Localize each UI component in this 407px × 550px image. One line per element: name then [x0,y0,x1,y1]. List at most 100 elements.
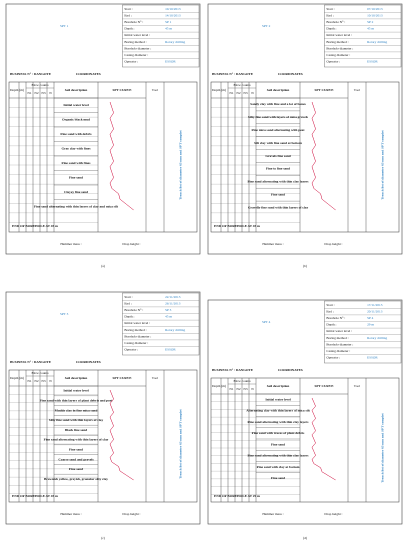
text: Fine sand [69,447,83,451]
text: Boring method : [326,40,348,44]
spt-curve [109,101,134,211]
text: N [49,91,52,95]
text: N1 [27,379,31,383]
text: END OF BOREHOLE AT 45 m [12,494,58,498]
text: Borehole diameter : [326,46,353,50]
text: SPT 1 [60,24,69,28]
text: Borehole N° : [124,308,143,312]
text: Fine mica sand alternating with peat [251,128,305,132]
text: Fine sand alternating with thin clay lay… [247,454,309,458]
text: Casing diameter : [326,349,350,353]
text: Hammer mass : [60,512,81,516]
text: Depth (m) [10,88,24,92]
text: N [251,91,254,95]
text: COORDINATES [278,368,303,372]
text: Fine sand [69,176,83,180]
text: SPT 4 [262,320,271,324]
text: 22/11/2013 [165,295,181,299]
text: Depth : [326,323,336,327]
text: Trench list of diameter 63 mm and SPT co… [178,130,182,200]
text: Start : [124,7,132,11]
text: Depth (m) [212,88,226,92]
text: SPT 2 [262,24,271,28]
text: N [49,379,52,383]
text: 26/11/2013 [165,301,181,305]
text: End : [326,13,333,17]
text: Borehole N° : [326,20,345,24]
spt-log: SPT 3 Start : 22/11/2013 End : 26/11/2013 Bor… [5,291,201,525]
text: Initial water level : [326,33,352,37]
text: Depth (m) [212,384,226,388]
text: N3 [41,91,45,95]
text: Fine to fine sand [266,167,290,171]
text: ESSOR [367,356,378,360]
text: N1 [27,91,31,95]
text: Organic black mud [62,118,90,122]
text: Fine sand with debris [60,132,92,136]
text: Fine sand [271,192,285,196]
text: Operator : [326,60,340,64]
text: Tool [354,384,360,388]
text: Fine sand with fines [62,161,92,165]
text: Fine sand alternating with thin clay lay… [247,180,309,184]
text: Drop height : [122,242,140,246]
text: Brownish yellow, greyish, granular silty… [44,477,108,481]
text: SP 3 [165,308,171,312]
text: SPT CURVE [113,88,133,92]
info-box [122,292,200,356]
text: Drop height : [324,242,342,246]
text: Fine sand alternating with thin layers o… [44,438,109,442]
text: COORDINATES [278,72,303,76]
text: Initial water level : [124,33,150,37]
text: Fine sand with traces of plant debris [252,431,305,435]
text: END OF BOREHOLE AT 45 m [214,224,260,228]
text: (d) [303,536,307,540]
info-box [324,300,402,364]
text: Borehole N° : [326,316,345,320]
text: Soil description [267,88,290,92]
text: Tool [354,88,360,92]
text: Depth : [124,27,134,31]
text: Depth (m) [10,376,24,380]
table-frame [210,377,400,503]
info-box [324,4,402,68]
text: N3 [243,91,247,95]
table-frame [8,369,198,503]
text: End : [124,13,131,17]
text: 45 m [165,27,172,31]
text: Start : [326,7,334,11]
text: Drop height : [324,512,342,516]
text: Tool [152,376,158,380]
text: End : [326,309,333,313]
text: SP 4 [367,316,373,320]
text: Drop height : [122,512,140,516]
text: 45 m [367,27,374,31]
text: BUSINESS N° : DANGOTE [10,360,52,364]
text: N [251,387,254,391]
table-frame [8,81,198,233]
text: N2 [236,91,240,95]
text: Rotary drilling [367,336,387,340]
text: SP 1 [165,20,171,24]
text: Clayey fine sand [64,190,88,194]
text: (b) [303,264,307,268]
text: SPT 3 [60,312,69,316]
text: SPT CURVE [315,384,335,388]
text: COORDINATES [76,72,101,76]
text: BUSINESS N° : DANGOTE [212,72,254,76]
text: Fine sand [69,467,83,471]
log-frame [207,3,403,255]
text: Fine sand [271,442,285,446]
text: 10/10/2013 [367,13,383,17]
text: Initial water level [265,397,290,401]
text: Operator : [124,348,138,352]
text: Fine sand with clay at bottom [257,465,300,469]
text: Rotary drilling [165,40,185,44]
spt-log: SPT 1 Start : 10/10/2013 End : 14/10/2013 Bor… [5,3,201,255]
text: Fine sand alternating with thin layers o… [34,205,119,209]
text: 45 m [165,315,172,319]
text: Depth : [326,27,336,31]
spt-log: SPT 4 Start : 17/11/2013 End : 20/11/2013 Bor… [207,299,403,525]
text: ESSOR [165,348,176,352]
text: Initial water level [63,103,88,107]
